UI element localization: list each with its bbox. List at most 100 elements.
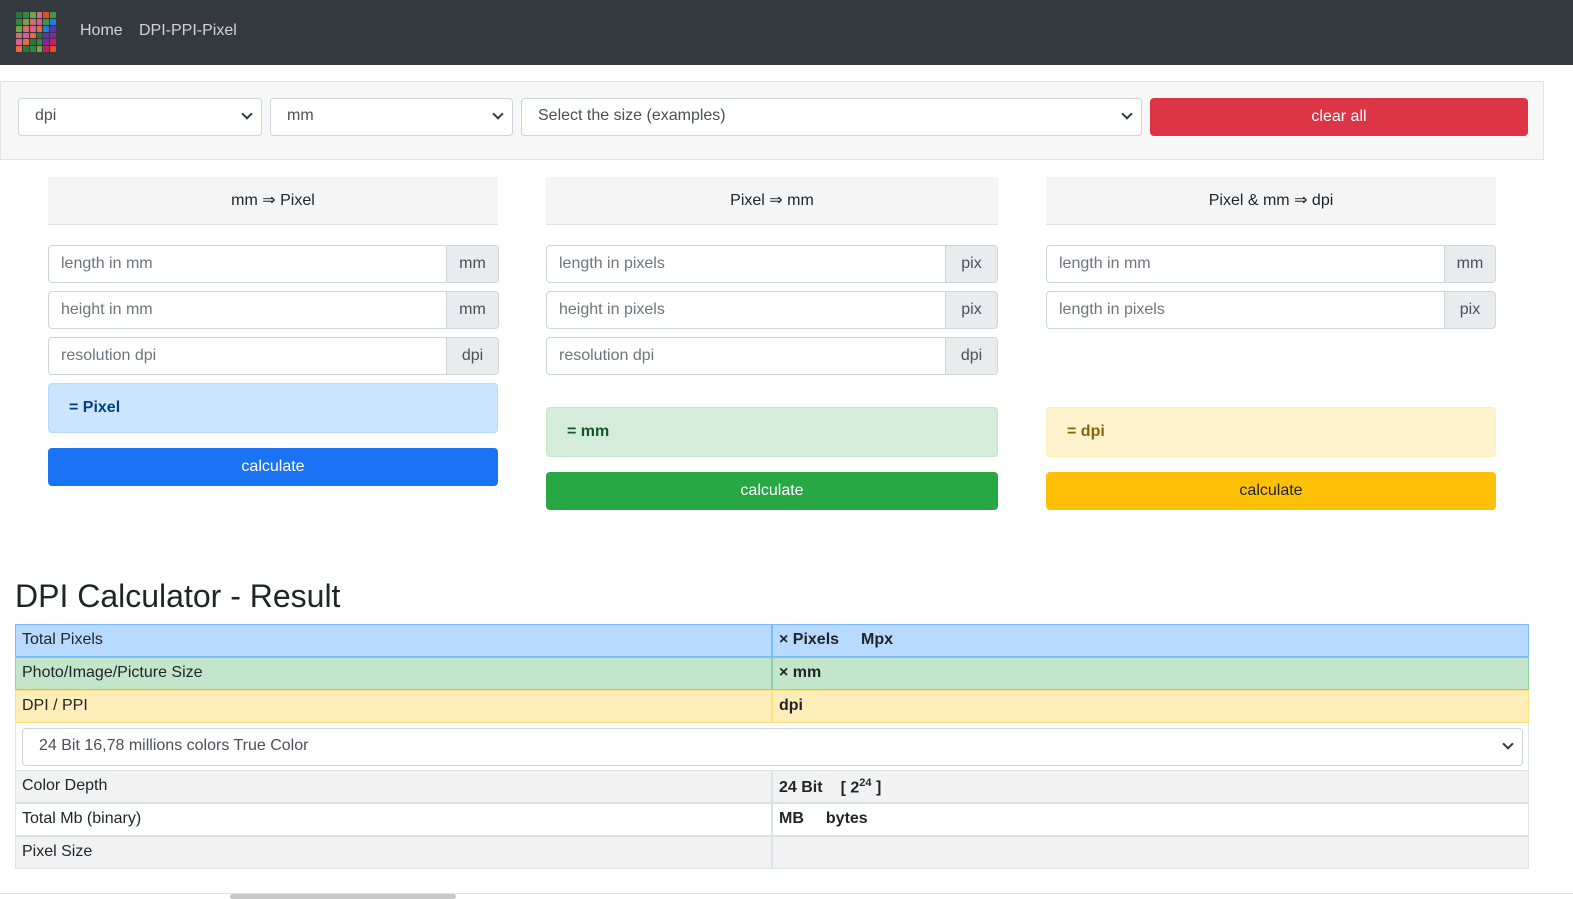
nav-home-link[interactable]: Home <box>80 22 123 39</box>
logo-tile <box>16 18 22 25</box>
toolbar: dpi mm Select the size (examples) clear … <box>0 81 1544 160</box>
chevron-down-icon <box>241 108 253 120</box>
height-mm-addon: mm <box>447 291 499 329</box>
logo-tile <box>36 39 43 46</box>
dpi-ppi-value: dpi <box>772 690 1529 723</box>
logo-tile <box>50 18 56 25</box>
color-depth-row: Color Depth 24 Bit [ 224 ] <box>15 770 1529 803</box>
size-examples-select[interactable]: Select the size (examples) <box>521 98 1142 136</box>
logo-tile <box>43 25 50 32</box>
image-size-value: × mm <box>772 657 1529 690</box>
calculate-pixel-button[interactable]: calculate <box>48 448 498 486</box>
clear-all-button[interactable]: clear all <box>1150 98 1528 136</box>
image-size-label: Photo/Image/Picture Size <box>15 657 772 690</box>
length-mm-input[interactable]: length in mm <box>48 245 447 283</box>
logo-tile <box>22 39 29 46</box>
length-unit-value: mm <box>287 107 314 124</box>
chevron-down-icon <box>1121 108 1133 120</box>
total-pixels-mpx: Mpx <box>861 631 894 648</box>
logo-tile <box>22 32 29 39</box>
dpi-ppi-row: DPI / PPI dpi <box>15 690 1529 723</box>
color-depth-select-value: 24 Bit 16,78 millions colors True Color <box>39 737 309 754</box>
logo-tile <box>16 46 22 52</box>
color-select-row: 24 Bit 16,78 millions colors True Color <box>15 723 1529 770</box>
logo-tile <box>50 39 56 46</box>
dpi-ppi-label: DPI / PPI <box>15 690 772 723</box>
navbar: Home DPI-PPI-Pixel <box>0 0 1573 65</box>
pixel-result-alert: = Pixel <box>48 383 498 433</box>
height-mm-input[interactable]: height in mm <box>48 291 447 329</box>
resolution-dpi-addon: dpi <box>447 337 499 375</box>
logo-tile <box>29 39 36 46</box>
color-depth-formula-open: [ 2 <box>840 779 860 797</box>
calculate-dpi-button[interactable]: calculate <box>1046 472 1496 510</box>
total-mb-value: MB bytes <box>772 803 1529 836</box>
logo-tile <box>50 46 56 52</box>
app-logo-icon[interactable] <box>16 12 56 52</box>
logo-tile <box>50 12 56 18</box>
dpi-result-alert: = dpi <box>1046 407 1496 457</box>
color-depth-bits: 24 Bit <box>779 779 823 797</box>
logo-tile <box>36 25 43 32</box>
mm-result-alert: = mm <box>546 407 998 457</box>
length-mm-addon: mm <box>447 245 499 283</box>
logo-tile <box>43 12 50 18</box>
logo-tile <box>50 25 56 32</box>
pixel-size-label: Pixel Size <box>15 836 772 869</box>
logo-tile <box>43 18 50 25</box>
logo-tile <box>29 32 36 39</box>
logo-tile <box>16 25 22 32</box>
resolution-unit-value: dpi <box>35 107 57 124</box>
total-pixels-value: × Pixels Mpx <box>772 624 1529 657</box>
color-depth-value: 24 Bit [ 224 ] <box>772 770 1529 803</box>
dpi-length-mm-addon: mm <box>1445 245 1496 283</box>
logo-tile <box>43 32 50 39</box>
image-size-row: Photo/Image/Picture Size × mm <box>15 657 1529 690</box>
color-depth-label: Color Depth <box>15 770 772 803</box>
logo-tile <box>29 25 36 32</box>
logo-tile <box>22 12 29 18</box>
logo-tile <box>43 39 50 46</box>
resolution-unit-select[interactable]: dpi <box>18 98 262 136</box>
horizontal-scrollbar[interactable] <box>230 894 456 899</box>
logo-tile <box>36 46 43 52</box>
dpi-length-mm-input[interactable]: length in mm <box>1046 245 1445 283</box>
resolution-dpi-input[interactable]: resolution dpi <box>48 337 447 375</box>
logo-tile <box>16 12 22 18</box>
card-pixel-mm-to-dpi-header: Pixel & mm ⇒ dpi <box>1046 177 1496 225</box>
resolution-dpi-addon-2: dpi <box>946 337 998 375</box>
logo-tile <box>22 18 29 25</box>
logo-tile <box>29 18 36 25</box>
total-mb-bytes: bytes <box>825 810 868 827</box>
logo-tile <box>29 12 36 18</box>
calculate-mm-button[interactable]: calculate <box>546 472 998 510</box>
chevron-down-icon <box>492 108 504 120</box>
logo-tile <box>43 46 50 52</box>
logo-tile <box>36 32 43 39</box>
length-pixels-input[interactable]: length in pixels <box>546 245 946 283</box>
logo-tile <box>36 18 43 25</box>
logo-tile <box>22 25 29 32</box>
dpi-length-pixels-input[interactable]: length in pixels <box>1046 291 1445 329</box>
length-pixels-addon: pix <box>946 245 998 283</box>
resolution-dpi-input-2[interactable]: resolution dpi <box>546 337 946 375</box>
result-title: DPI Calculator - Result <box>15 578 341 614</box>
logo-tile <box>50 32 56 39</box>
total-pixels-row: Total Pixels × Pixels Mpx <box>15 624 1529 657</box>
pixel-size-row: Pixel Size <box>15 836 1529 869</box>
color-depth-select[interactable]: 24 Bit 16,78 millions colors True Color <box>22 728 1523 766</box>
length-unit-select[interactable]: mm <box>270 98 513 136</box>
logo-tile <box>29 46 36 52</box>
page-divider <box>0 893 1573 894</box>
height-pixels-addon: pix <box>946 291 998 329</box>
total-pixels-count: × Pixels <box>779 631 840 648</box>
card-mm-to-pixel-header: mm ⇒ Pixel <box>48 177 498 225</box>
height-pixels-input[interactable]: height in pixels <box>546 291 946 329</box>
color-depth-exponent: 24 <box>859 777 872 789</box>
dpi-length-pixels-addon: pix <box>1445 291 1496 329</box>
chevron-down-icon <box>1502 738 1514 750</box>
total-pixels-label: Total Pixels <box>15 624 772 657</box>
total-mb-row: Total Mb (binary) MB bytes <box>15 803 1529 836</box>
logo-tile <box>16 32 22 39</box>
nav-dpi-ppi-pixel-link[interactable]: DPI-PPI-Pixel <box>139 22 237 39</box>
